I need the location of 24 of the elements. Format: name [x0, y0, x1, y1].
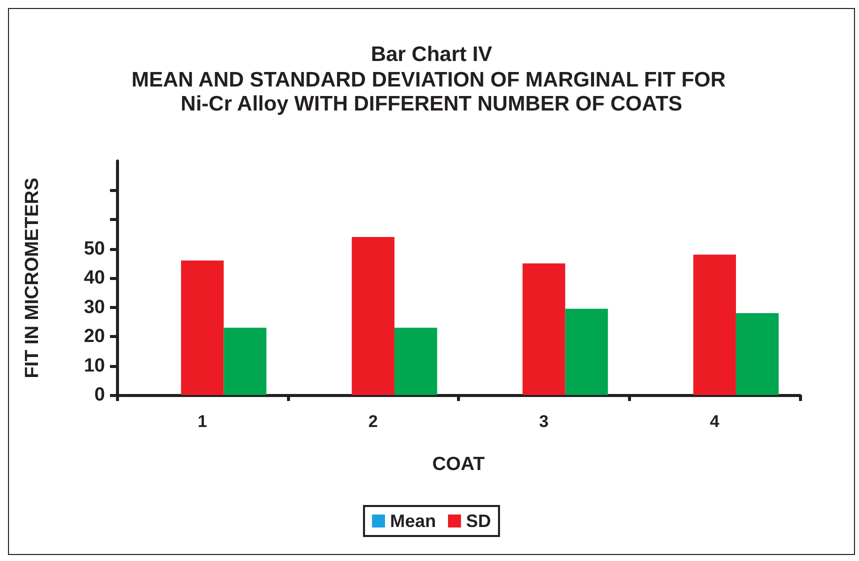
y-tick-label: 40 — [84, 268, 105, 288]
y-tick-label: 30 — [84, 296, 105, 318]
bar — [352, 237, 394, 395]
y-tick-label: 0 — [94, 384, 105, 406]
x-tick-label: 2 — [368, 412, 378, 431]
chart-subtitle: MEAN AND STANDARD DEVIATION OF MARGINAL FIT FOR Ni-Cr Alloy WITH DIFFERENT NUMBER OF COATS — [131, 68, 732, 116]
bar — [224, 328, 266, 395]
y-tick-label: 20 — [84, 326, 105, 347]
bar — [693, 254, 736, 395]
x-tick-label: 4 — [710, 412, 720, 431]
bar — [181, 260, 224, 395]
y-axis-title: FIT IN MICROMETERS — [22, 178, 43, 378]
x-tick-label: 1 — [198, 412, 208, 431]
y-tick-label: 50 — [84, 238, 105, 260]
x-tick-label: 3 — [539, 412, 549, 431]
legend-label: Mean — [390, 511, 436, 531]
chart-title: Bar Chart IV — [370, 43, 492, 66]
bar — [394, 328, 438, 395]
bar — [522, 263, 566, 395]
bar — [565, 308, 608, 395]
bar — [736, 313, 779, 395]
x-axis-title: COAT — [432, 454, 486, 475]
y-tick-label: 10 — [84, 355, 105, 376]
legend-label: SD — [466, 511, 492, 531]
